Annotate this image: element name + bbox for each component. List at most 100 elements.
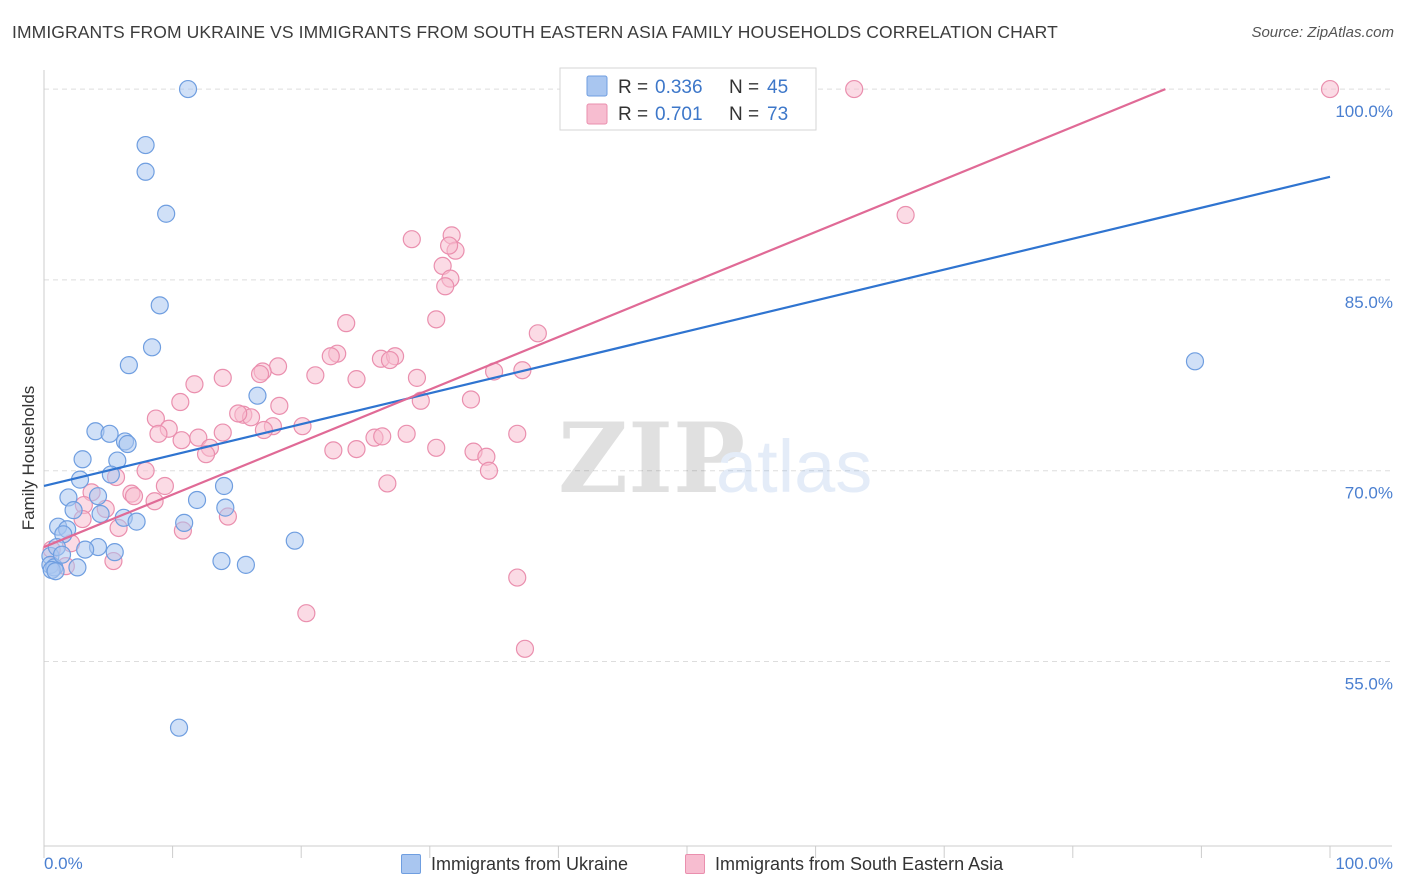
point-pink-10 bbox=[427, 310, 446, 329]
y-axis-label: Family Households bbox=[19, 386, 38, 531]
series-blue-points bbox=[41, 79, 1205, 737]
point-pink-55 bbox=[196, 445, 216, 464]
chart-title: IMMIGRANTS FROM UKRAINE VS IMMIGRANTS FR… bbox=[12, 22, 1058, 42]
legend-n-label-pink: N = bbox=[729, 104, 759, 125]
point-pink-41 bbox=[254, 420, 274, 440]
point-pink-2 bbox=[896, 205, 915, 225]
point-blue-40 bbox=[46, 562, 65, 581]
legend-r-label-pink: R = bbox=[618, 104, 648, 125]
point-blue-9 bbox=[100, 424, 119, 443]
bottom-legend-label-blue: Immigrants from Ukraine bbox=[431, 853, 629, 874]
point-pink-14 bbox=[321, 347, 340, 366]
legend-swatch-blue bbox=[586, 75, 608, 97]
point-blue-34 bbox=[212, 551, 231, 571]
point-pink-7 bbox=[436, 277, 455, 296]
x-ticks bbox=[43, 846, 1331, 858]
point-blue-12 bbox=[73, 450, 92, 469]
point-pink-58 bbox=[155, 476, 174, 496]
point-blue-36 bbox=[236, 555, 256, 574]
point-blue-6 bbox=[119, 356, 138, 375]
correlation-legend: R = 0.336 N = 45 R = 0.701 N = 73 bbox=[559, 67, 817, 131]
y-tick-label-100: 100.0% bbox=[1335, 102, 1393, 121]
point-pink-54 bbox=[479, 461, 499, 480]
point-pink-44 bbox=[172, 431, 191, 450]
legend-r-value-blue: 0.336 bbox=[655, 77, 703, 98]
point-pink-62 bbox=[124, 487, 144, 506]
point-pink-56 bbox=[136, 461, 155, 480]
legend-n-value-pink: 73 bbox=[767, 104, 788, 125]
bottom-legend-item-pink: Immigrants from South Eastern Asia bbox=[685, 852, 1003, 876]
point-blue-32 bbox=[105, 543, 124, 562]
legend-r-label-blue: R = bbox=[618, 77, 648, 98]
point-pink-48 bbox=[373, 427, 392, 446]
point-pink-71 bbox=[508, 568, 527, 587]
point-pink-72 bbox=[297, 604, 316, 623]
point-pink-0 bbox=[845, 79, 864, 99]
point-blue-24 bbox=[127, 512, 146, 531]
point-blue-1 bbox=[136, 135, 155, 155]
y-tick-label-70: 70.0% bbox=[1345, 484, 1393, 503]
point-blue-25 bbox=[175, 513, 194, 532]
watermark-zip: ZIP bbox=[558, 402, 745, 515]
point-pink-42 bbox=[149, 424, 168, 443]
point-pink-46 bbox=[347, 439, 366, 459]
y-tick-label-85: 85.0% bbox=[1345, 293, 1393, 312]
legend-n-label-blue: N = bbox=[729, 77, 759, 98]
point-pink-28 bbox=[171, 392, 190, 412]
point-blue-41 bbox=[169, 718, 189, 737]
legend-n-value-blue: 45 bbox=[767, 77, 788, 98]
point-pink-21 bbox=[306, 366, 325, 385]
point-blue-7 bbox=[248, 386, 267, 405]
point-pink-1 bbox=[1320, 79, 1340, 99]
point-blue-2 bbox=[136, 162, 155, 181]
trendlines bbox=[43, 88, 1331, 549]
y-tick-label-55: 55.0% bbox=[1345, 675, 1393, 694]
point-blue-3 bbox=[157, 204, 176, 223]
watermark-atlas: atlas bbox=[716, 425, 872, 508]
x-tick-label-100: 100.0% bbox=[1335, 854, 1393, 873]
legend-r-value-pink: 0.701 bbox=[655, 104, 703, 125]
point-pink-17 bbox=[380, 350, 400, 370]
point-pink-9 bbox=[439, 236, 459, 255]
point-blue-20 bbox=[216, 498, 235, 517]
point-pink-27 bbox=[185, 375, 204, 394]
chart-source: Source: ZipAtlas.com bbox=[1251, 24, 1394, 41]
point-blue-11 bbox=[118, 434, 137, 454]
point-blue-21 bbox=[64, 501, 83, 520]
point-blue-44 bbox=[52, 545, 72, 564]
point-pink-50 bbox=[508, 424, 527, 443]
point-pink-12 bbox=[528, 324, 547, 343]
point-pink-22 bbox=[347, 370, 366, 389]
point-blue-5 bbox=[142, 338, 162, 357]
y-tick-labels: 55.0% 70.0% 85.0% 100.0% bbox=[1335, 102, 1393, 693]
point-blue-4 bbox=[150, 296, 169, 315]
point-pink-8 bbox=[402, 230, 421, 249]
point-pink-18 bbox=[268, 357, 288, 376]
trendline-pink bbox=[43, 88, 1166, 549]
point-pink-73 bbox=[515, 639, 535, 658]
point-pink-11 bbox=[337, 314, 356, 333]
point-pink-52 bbox=[427, 438, 446, 457]
x-tick-labels: 0.0% 100.0% bbox=[44, 854, 1393, 873]
legend-swatch-pink bbox=[586, 103, 608, 125]
point-blue-22 bbox=[91, 504, 110, 524]
point-blue-17 bbox=[88, 487, 108, 506]
point-blue-42 bbox=[1185, 352, 1205, 371]
bottom-legend-item-blue: Immigrants from Ukraine bbox=[401, 852, 628, 876]
point-blue-29 bbox=[285, 531, 304, 550]
point-pink-49 bbox=[397, 424, 416, 443]
point-pink-40 bbox=[213, 423, 232, 442]
bottom-legend-swatch-blue bbox=[401, 854, 421, 874]
point-blue-19 bbox=[187, 490, 207, 510]
point-blue-38 bbox=[68, 558, 87, 577]
point-pink-30 bbox=[461, 390, 481, 409]
y-gridlines bbox=[44, 88, 1392, 663]
point-pink-26 bbox=[213, 368, 232, 387]
bottom-legend-label-pink: Immigrants from South Eastern Asia bbox=[715, 853, 1004, 874]
point-blue-16 bbox=[214, 476, 234, 496]
point-pink-20 bbox=[250, 364, 270, 384]
bottom-legend-swatch-pink bbox=[685, 854, 705, 874]
watermark: ZIP atlas bbox=[558, 402, 872, 515]
x-tick-label-0: 0.0% bbox=[44, 854, 83, 873]
point-pink-60 bbox=[378, 474, 397, 493]
